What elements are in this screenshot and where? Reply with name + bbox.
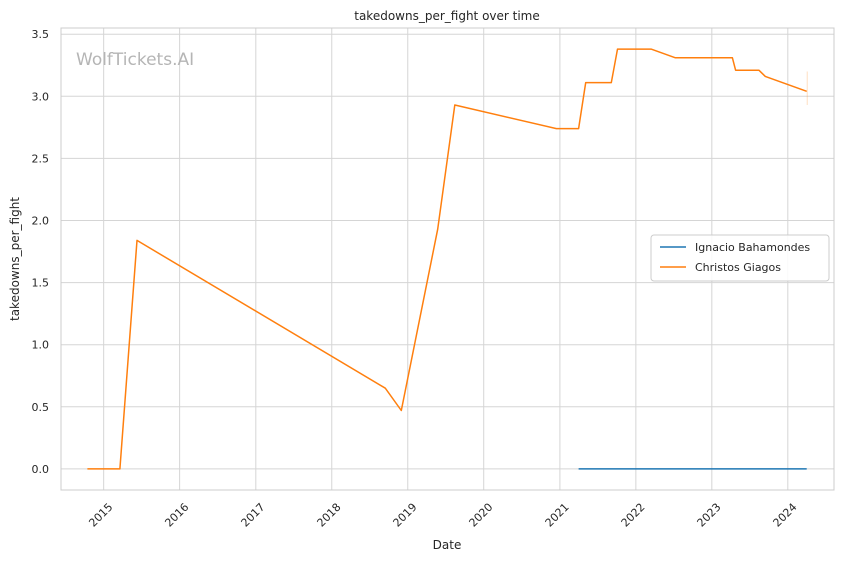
x-tick-label: 2024: [771, 501, 800, 530]
grid: [61, 28, 834, 490]
legend-label-0: Ignacio Bahamondes: [695, 241, 810, 254]
y-tick-label: 0.0: [32, 463, 50, 476]
y-tick-label: 2.5: [32, 152, 50, 165]
watermark: WolfTickets.AI: [76, 50, 194, 70]
x-tick-label: 2021: [543, 501, 572, 530]
plot-area-frame: [60, 27, 835, 491]
y-tick-label: 3.5: [32, 28, 50, 41]
x-axis-label: Date: [433, 538, 462, 552]
y-tick-label: 3.0: [32, 90, 50, 103]
x-tick-label: 2015: [86, 501, 115, 530]
series-line-1: [87, 48, 807, 470]
legend-label-1: Christos Giagos: [695, 261, 781, 274]
y-tick-label: 1.5: [32, 277, 50, 290]
y-axis-ticks: 0.0 0.5 1.0 1.5 2.0 2.5 3.0 3.5: [32, 28, 50, 476]
x-tick-label: 2017: [239, 501, 268, 530]
y-axis-label: takedowns_per_fight: [8, 197, 22, 321]
x-tick-label: 2020: [467, 501, 496, 530]
series-layer: [87, 48, 808, 470]
y-tick-label: 1.0: [32, 339, 50, 352]
x-tick-label: 2019: [391, 501, 420, 530]
y-tick-label: 0.5: [32, 401, 50, 414]
x-axis-ticks: 2015 2016 2017 2018 2019 2020 2021 2022 2023 2024: [86, 501, 799, 530]
x-tick-label: 2016: [162, 501, 191, 530]
x-tick-label: 2022: [619, 501, 648, 530]
legend-box: [650, 234, 830, 282]
chart-title: takedowns_per_fight over time: [354, 9, 540, 23]
x-tick-label: 2018: [315, 501, 344, 530]
legend: Ignacio Bahamondes Christos Giagos: [650, 234, 830, 282]
x-tick-label: 2023: [695, 501, 724, 530]
y-tick-label: 2.0: [32, 215, 50, 228]
